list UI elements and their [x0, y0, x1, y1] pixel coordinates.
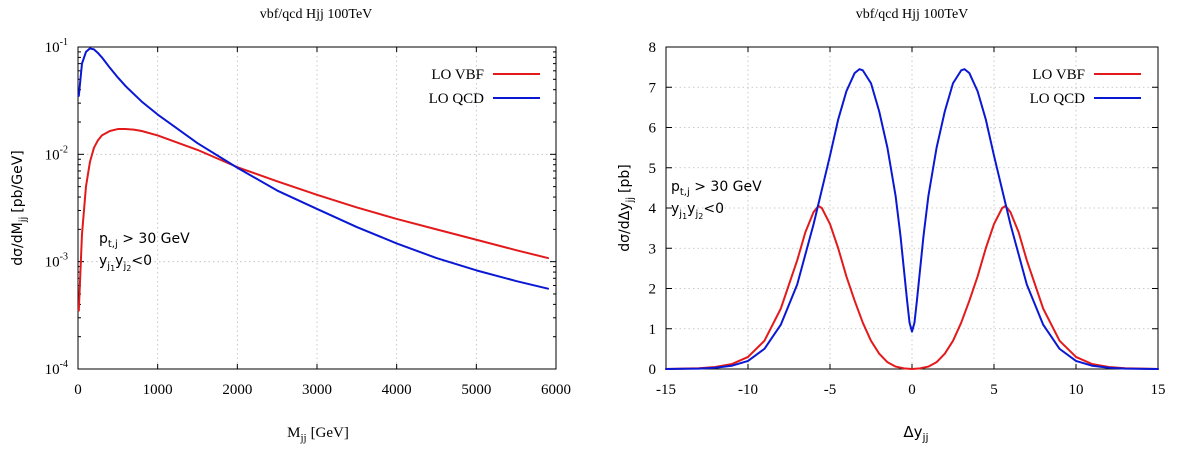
left-series-lo-vbf	[77, 128, 550, 312]
left-annotation-line2: yj1yj2<0	[99, 253, 152, 273]
left-y-tick-label: 10-1	[45, 37, 68, 56]
right-y-tick-label: 1	[649, 322, 657, 338]
right-annotation: pt,j > 30 GeV yj1yj2<0	[671, 179, 762, 221]
left-x-tick-label: 1000	[143, 382, 173, 398]
left-chart-title: vbf/qcd Hjj 100TeV	[260, 7, 373, 22]
left-x-tick-label: 5000	[461, 382, 491, 398]
right-y-tick-label: 4	[649, 201, 657, 217]
right-x-tick-label: 10	[1069, 382, 1084, 398]
right-y-tick-label: 0	[649, 362, 657, 378]
right-y-tick-label: 6	[649, 121, 657, 137]
left-legend: LO VBF LO QCD	[429, 67, 540, 107]
right-y-tick-label: 3	[649, 241, 657, 257]
right-legend-label-qcd: LO QCD	[1030, 91, 1086, 107]
right-chart-title: vbf/qcd Hjj 100TeV	[856, 7, 969, 22]
right-series-lo-vbf	[665, 204, 1159, 370]
right-annotation-line1: pt,j > 30 GeV	[671, 179, 762, 198]
right-y-tick-label: 8	[649, 40, 657, 56]
left-y-tick-label: 10-3	[45, 252, 68, 271]
right-chart: vbf/qcd Hjj 100TeV -15 -10 -5 0 5 10 15 0 1 2 3 4 5 6…	[617, 7, 1166, 444]
right-series-lo-qcd	[665, 68, 1159, 370]
left-legend-label-qcd: LO QCD	[429, 91, 485, 107]
right-x-tick-label: -15	[656, 382, 676, 398]
right-y-tick-label: 5	[649, 161, 657, 177]
left-grid	[78, 47, 556, 369]
left-axis-ticks: 0 1000 2000 3000 4000 5000 6000 10-4 10-3 10-2 10-…	[45, 37, 571, 398]
left-legend-label-vbf: LO VBF	[431, 67, 484, 83]
right-annotation-line2: yj1yj2<0	[671, 201, 724, 221]
right-axis-ticks: -15 -10 -5 0 5 10 15 0 1 2 3 4 5 6 7 8	[649, 40, 1166, 398]
left-x-tick-label: 0	[74, 382, 82, 398]
right-legend: LO VBF LO QCD	[1030, 67, 1141, 107]
left-series-lo-qcd	[77, 47, 550, 290]
right-x-tick-label: 15	[1151, 382, 1166, 398]
left-x-tick-label: 6000	[541, 382, 571, 398]
right-series-layer	[665, 68, 1159, 370]
left-annotation: pt,j > 30 GeV yj1yj2<0	[99, 231, 190, 273]
right-grid	[666, 47, 1158, 369]
right-x-tick-label: 5	[990, 382, 998, 398]
left-y-tick-label: 10-4	[45, 359, 68, 378]
right-x-axis-label: Δyjj	[903, 423, 928, 444]
left-series-layer	[77, 47, 550, 312]
right-x-tick-label: 0	[908, 382, 916, 398]
left-x-tick-label: 3000	[302, 382, 332, 398]
right-x-tick-label: -10	[738, 382, 758, 398]
right-legend-label-vbf: LO VBF	[1032, 67, 1085, 83]
left-annotation-line1: pt,j > 30 GeV	[99, 231, 190, 250]
left-x-tick-label: 4000	[382, 382, 412, 398]
left-x-tick-label: 2000	[222, 382, 252, 398]
left-x-axis-label: Mjj [GeV]	[287, 425, 349, 444]
left-y-axis-label: dσ/dMjj[pb/GeV]	[10, 150, 29, 265]
right-y-tick-label: 7	[649, 80, 657, 96]
right-x-tick-label: -5	[824, 382, 837, 398]
left-chart: vbf/qcd Hjj 100TeV 0 1000 2000 3000 4000 5000…	[10, 7, 571, 444]
right-y-tick-label: 2	[649, 282, 657, 298]
right-y-axis-label: dσ/dΔyjj[pb]	[617, 164, 636, 252]
left-y-tick-label: 10-2	[45, 144, 68, 163]
